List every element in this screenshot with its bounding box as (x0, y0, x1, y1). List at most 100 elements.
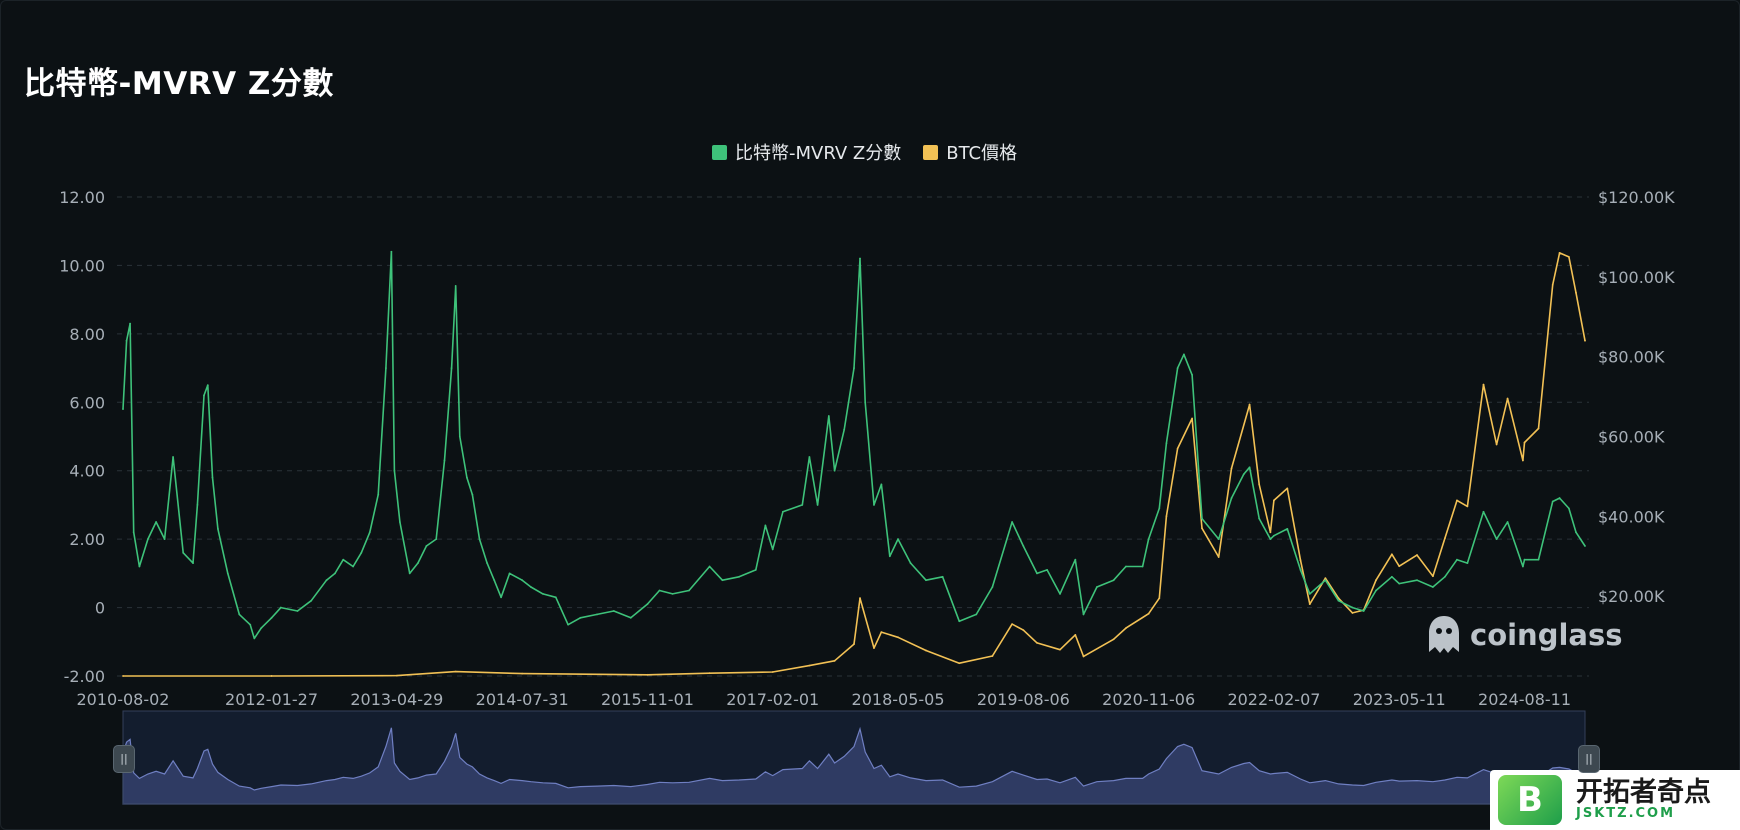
data-point-btc-price (1217, 556, 1220, 558)
data-point-btc-price (1495, 443, 1498, 446)
navigator-left-handle[interactable]: || (113, 745, 135, 773)
data-point-mvrv-z (417, 562, 419, 564)
data-point-mvrv-z (1230, 497, 1233, 499)
data-point-btc-price (395, 674, 398, 677)
data-point-btc-price (808, 664, 811, 667)
data-point-btc-price (1176, 447, 1179, 450)
data-point-mvrv-z (827, 415, 830, 417)
data-point-mvrv-z (238, 613, 241, 616)
data-point-mvrv-z (1286, 527, 1289, 530)
data-point-mvrv-z (172, 456, 174, 458)
data-point-mvrv-z (458, 435, 461, 438)
data-point-mvrv-z (334, 572, 336, 575)
data-point-btc-price (122, 675, 124, 677)
data-point-mvrv-z (1242, 473, 1245, 476)
data-point-mvrv-z (296, 610, 299, 612)
data-point-mvrv-z (249, 623, 252, 626)
data-point-btc-price (270, 675, 273, 677)
data-point-btc-price (1074, 633, 1077, 636)
data-point-mvrv-z (352, 565, 354, 568)
data-point-btc-price (1125, 627, 1127, 629)
data-point-btc-price (1258, 483, 1261, 486)
data-point-btc-price (1444, 537, 1446, 540)
data-point-mvrv-z (206, 384, 209, 387)
x-tick-label: 2018-05-05 (852, 690, 945, 709)
data-point-mvrv-z (1324, 579, 1327, 582)
data-point-btc-price (1191, 417, 1194, 420)
data-point-mvrv-z (1444, 575, 1446, 578)
data-point-mvrv-z (253, 637, 256, 640)
data-point-mvrv-z (833, 469, 836, 472)
data-point-mvrv-z (385, 367, 387, 369)
navigator-right-handle[interactable]: || (1578, 745, 1600, 773)
legend-swatch-price (923, 144, 939, 160)
y-left-tick-label: 2.00 (69, 530, 105, 549)
data-point-mvrv-z (801, 504, 804, 506)
data-point-btc-price (897, 636, 899, 639)
data-point-mvrv-z (393, 469, 396, 472)
site-badge[interactable]: B 开拓者奇点 JSKTZ.COM (1490, 770, 1740, 830)
data-point-btc-price (1022, 629, 1025, 631)
y-left-tick-label: -2.00 (64, 667, 105, 686)
data-point-btc-price (1567, 255, 1570, 258)
data-point-btc-price (1375, 579, 1377, 582)
data-point-mvrv-z (471, 493, 474, 496)
data-point-mvrv-z (925, 579, 927, 582)
data-point-btc-price (1201, 527, 1203, 530)
data-point-mvrv-z (1431, 586, 1434, 588)
data-point-mvrv-z (390, 250, 393, 253)
data-point-btc-price (646, 673, 649, 676)
data-point-mvrv-z (1011, 521, 1014, 523)
data-point-mvrv-z (781, 510, 784, 513)
legend-item-price[interactable]: BTC價格 (923, 139, 1017, 165)
data-point-btc-price (1299, 559, 1302, 562)
data-point-mvrv-z (408, 572, 411, 575)
data-point-btc-price (521, 672, 524, 675)
data-point-mvrv-z (1521, 565, 1524, 568)
data-point-mvrv-z (398, 521, 401, 523)
x-tick-label: 2020-11-06 (1102, 690, 1195, 709)
data-point-mvrv-z (203, 394, 205, 397)
data-point-mvrv-z (873, 504, 875, 506)
data-point-mvrv-z (1299, 569, 1302, 571)
x-tick-label: 2014-07-31 (476, 690, 569, 709)
chart-legend: 比特幣-MVRV Z分數 BTC價格 (712, 139, 1017, 165)
data-point-mvrv-z (217, 527, 219, 530)
data-point-btc-price (1112, 638, 1115, 641)
series-line-btc-price (123, 252, 1586, 677)
data-point-mvrv-z (182, 551, 185, 554)
coinglass-watermark: coinglass (1426, 614, 1623, 656)
legend-item-zscore[interactable]: 比特幣-MVRV Z分數 (712, 139, 901, 165)
data-point-btc-price (1147, 612, 1150, 615)
y-left-tick-label: 4.00 (69, 462, 105, 481)
data-point-btc-price (1551, 283, 1554, 286)
data-point-mvrv-z (1096, 586, 1098, 588)
data-point-btc-price (958, 662, 961, 665)
data-point-mvrv-z (1466, 562, 1469, 564)
data-point-mvrv-z (325, 579, 328, 582)
data-point-mvrv-z (260, 627, 263, 629)
data-point-mvrv-z (843, 428, 846, 431)
data-point-btc-price (771, 671, 774, 673)
data-point-mvrv-z (1046, 569, 1049, 571)
y-left-tick-label: 8.00 (69, 325, 105, 344)
data-point-mvrv-z (310, 599, 313, 602)
data-point-mvrv-z (688, 589, 690, 592)
data-point-mvrv-z (864, 401, 867, 404)
data-point-mvrv-z (958, 620, 961, 623)
data-point-mvrv-z (897, 538, 899, 541)
data-point-mvrv-z (1337, 599, 1340, 602)
data-point-mvrv-z (508, 572, 511, 575)
data-point-mvrv-z (465, 476, 468, 479)
data-point-mvrv-z (211, 476, 214, 479)
data-point-mvrv-z (1036, 572, 1038, 575)
data-point-mvrv-z (360, 551, 363, 554)
data-point-mvrv-z (554, 596, 557, 599)
data-point-mvrv-z (454, 285, 457, 287)
data-point-mvrv-z (1506, 521, 1509, 523)
y-right-tick-label: $120.00K (1598, 188, 1675, 207)
data-point-mvrv-z (1495, 538, 1498, 541)
data-point-mvrv-z (530, 586, 532, 588)
data-point-mvrv-z (1558, 497, 1561, 499)
